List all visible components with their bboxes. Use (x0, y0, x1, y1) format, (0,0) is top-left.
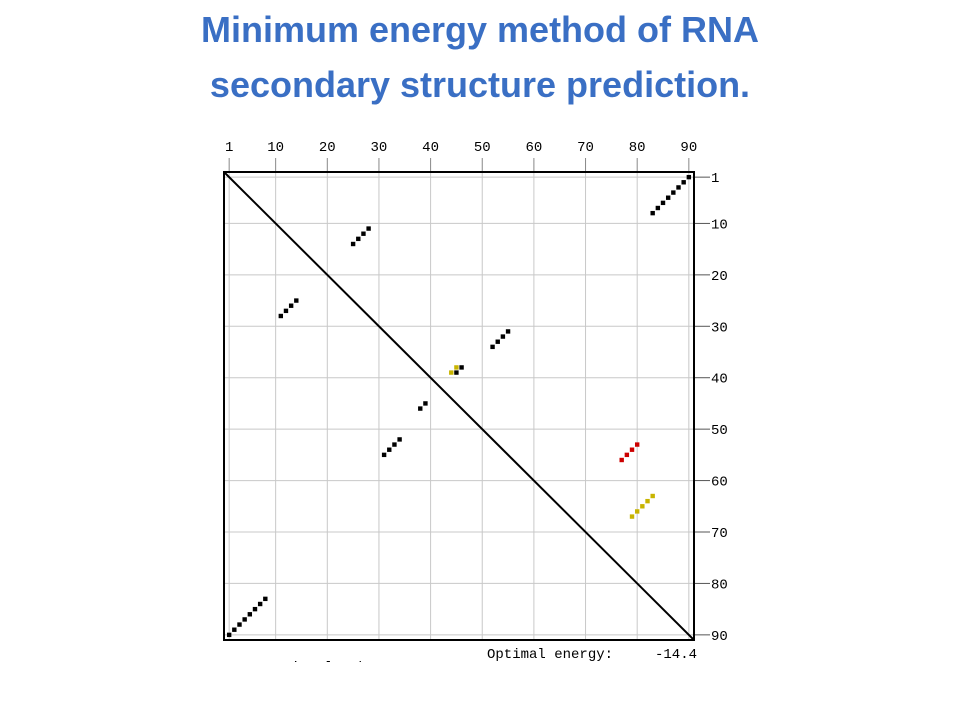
y-tick-label: 40 (711, 372, 728, 388)
dot (356, 236, 361, 242)
x-tick-label: 40 (422, 140, 439, 156)
dot (686, 174, 692, 180)
clip-cover (0, 662, 960, 720)
dot (226, 632, 232, 638)
dot (247, 612, 253, 617)
dot (681, 180, 686, 185)
x-tick-label: 20 (319, 140, 336, 156)
dot (500, 334, 506, 339)
dot (418, 406, 423, 411)
dot (495, 339, 500, 344)
y-tick-label: 90 (711, 629, 728, 645)
dot (366, 226, 371, 231)
y-tick-label: 30 (711, 320, 728, 336)
dot (232, 627, 237, 632)
dot (629, 447, 635, 452)
y-tick-label: 50 (711, 423, 728, 439)
dot (459, 365, 464, 370)
dot (381, 452, 387, 458)
dot (640, 504, 645, 509)
dot (449, 370, 454, 375)
dot (490, 344, 495, 350)
dot (454, 365, 459, 370)
dot (397, 437, 402, 442)
dot (392, 442, 397, 447)
dot (257, 601, 263, 607)
dot (454, 370, 459, 375)
dot (278, 313, 284, 319)
x-tick-label: 10 (267, 140, 284, 156)
diagonal (223, 171, 695, 641)
annotation: -14.4 (655, 647, 697, 663)
dot (387, 447, 392, 452)
dot (619, 457, 624, 463)
dot (629, 514, 635, 519)
dot (350, 241, 356, 247)
dot (671, 190, 676, 195)
chart-title: Minimum energy method of RNA (201, 9, 759, 50)
dot (237, 622, 242, 627)
x-tick-label: 80 (629, 140, 646, 156)
plot-frame (223, 171, 695, 641)
y-tick-label: 70 (711, 526, 728, 542)
dot (655, 205, 661, 211)
x-tick-label: 90 (680, 140, 697, 156)
dot (288, 303, 294, 308)
dot (242, 617, 247, 622)
dot (665, 195, 671, 200)
x-tick-label: 1 (225, 140, 233, 156)
y-tick-label: 80 (711, 577, 728, 593)
dot (423, 401, 428, 406)
dot (294, 298, 299, 303)
annotation: Optimal energy: (487, 647, 613, 663)
y-tick-label: 1 (711, 171, 719, 187)
y-tick-label: 60 (711, 475, 728, 491)
dot (505, 329, 511, 334)
x-tick-label: 70 (577, 140, 594, 156)
chart-subtitle: secondary structure prediction. (210, 64, 750, 105)
dot (361, 231, 366, 236)
x-tick-label: 60 (525, 140, 542, 156)
dot (283, 308, 289, 314)
x-tick-label: 50 (474, 140, 491, 156)
dot (650, 210, 655, 216)
dot (634, 442, 640, 447)
dot (650, 493, 655, 499)
dot (624, 452, 630, 458)
y-tick-label: 10 (711, 217, 728, 233)
y-tick-label: 20 (711, 269, 728, 285)
dot (660, 200, 666, 206)
dot (676, 185, 681, 190)
x-tick-label: 30 (371, 140, 388, 156)
dot (252, 606, 258, 612)
dot (645, 498, 650, 504)
dot (634, 509, 640, 514)
dot (263, 596, 268, 602)
